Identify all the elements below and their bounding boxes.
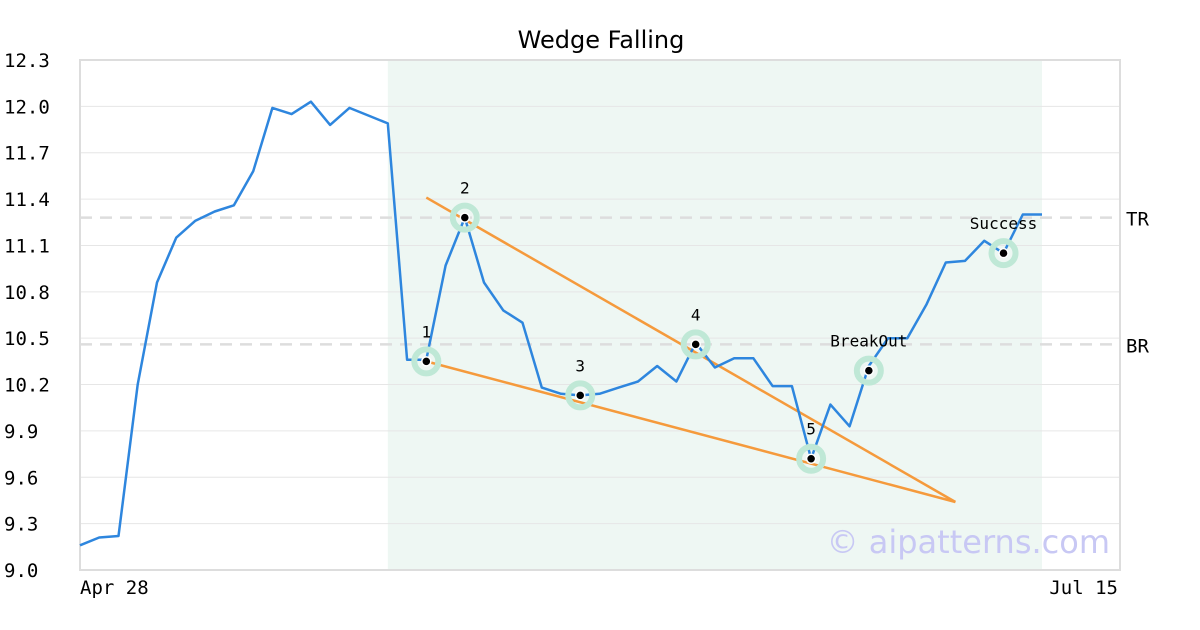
reference-lines-group: TR BR [80, 209, 1149, 357]
y-tick-label: 9.0 [4, 560, 38, 582]
pattern-point [863, 365, 875, 376]
pattern-point-halo [411, 346, 442, 377]
y-tick-label: 9.6 [4, 467, 38, 489]
pattern-point [421, 356, 432, 367]
pattern-point-label: 3 [575, 356, 585, 375]
pattern-point-label: 2 [460, 179, 470, 198]
y-tick-label: 10.8 [4, 282, 50, 304]
pattern-point-halo [853, 355, 884, 386]
pattern-point-label: 5 [806, 420, 816, 439]
series-group [79, 100, 1042, 547]
trend-line [425, 360, 956, 504]
pattern-point [998, 247, 1009, 259]
grid-group [80, 105, 1120, 525]
y-tick-label: 9.9 [4, 421, 38, 443]
plot-frame-group [79, 59, 1121, 571]
pattern-point-halo [680, 329, 711, 360]
pattern-point [690, 339, 701, 350]
pattern-point-halo [988, 238, 1019, 269]
pattern-point [574, 390, 586, 401]
pattern-point [805, 453, 817, 464]
pattern-points-group: 1 2 3 4 5 BreakOut Success [411, 179, 1037, 474]
y-tick-label: 11.1 [4, 235, 50, 257]
y-tick-label: 12.3 [4, 50, 50, 72]
x-tick-label: Jul 15 [1049, 577, 1118, 599]
x-tick-labels: Apr 28 Jul 15 [80, 577, 1118, 599]
y-tick-labels: 9.0 9.3 9.6 9.9 10.2 10.5 10.8 11.1 11.4 11.7 12.0… [4, 50, 50, 582]
y-tick-label: 12.0 [4, 96, 50, 118]
pattern-point [459, 212, 471, 223]
y-tick-label: 10.2 [4, 375, 50, 397]
series-line [79, 100, 1042, 547]
reference-line-label: TR [1126, 209, 1149, 231]
pattern-point-label: 4 [691, 305, 701, 324]
pattern-point-halo [449, 202, 480, 233]
y-tick-label: 11.4 [4, 189, 50, 211]
pattern-point-label: BreakOut [830, 332, 907, 351]
highlight-region [387, 60, 1043, 570]
y-tick-label: 10.5 [4, 328, 50, 350]
y-tick-label: 11.7 [4, 143, 50, 165]
watermark: © aipatterns.com [827, 523, 1110, 561]
pattern-point-halo [565, 380, 596, 411]
x-tick-label: Apr 28 [80, 577, 149, 599]
y-tick-label: 9.3 [4, 514, 38, 536]
chart-title: Wedge Falling [518, 26, 685, 54]
pattern-point-halo [796, 443, 827, 474]
highlight-region-group [387, 60, 1043, 570]
pattern-point-label: 1 [421, 322, 431, 341]
plot-frame [79, 59, 1121, 571]
reference-line-label: BR [1126, 335, 1149, 357]
pattern-point-label: Success [970, 214, 1037, 233]
